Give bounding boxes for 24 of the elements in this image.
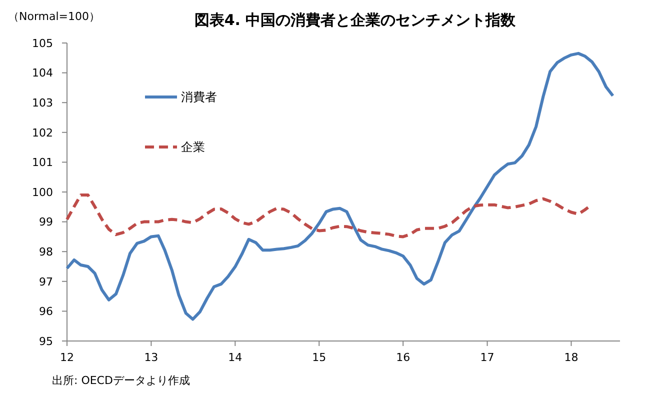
chart-title: 図表4. 中国の消費者と企業のセンチメント指数 bbox=[194, 11, 517, 29]
x-tick-label: 16 bbox=[396, 351, 410, 364]
x-tick-label: 18 bbox=[564, 351, 578, 364]
y-axis-title: （Normal=100） bbox=[8, 10, 100, 23]
text: 出所: OECDデータより作成 bbox=[52, 374, 190, 387]
x-tick-label: 15 bbox=[312, 351, 326, 364]
y-tick-label: 97 bbox=[39, 275, 53, 288]
x-tick-label: 17 bbox=[480, 351, 494, 364]
y-tick-label: 99 bbox=[39, 216, 53, 229]
y-tick-label: 100 bbox=[32, 186, 53, 199]
x-tick-label: 12 bbox=[60, 351, 74, 364]
legend-label: 消費者 bbox=[181, 90, 217, 104]
y-tick-label: 96 bbox=[39, 305, 53, 318]
legend-label: 企業 bbox=[181, 140, 205, 154]
y-tick-label: 95 bbox=[39, 334, 53, 348]
y-tick-label: 103 bbox=[32, 96, 53, 110]
y-tick-label: 102 bbox=[32, 126, 53, 140]
x-tick-label: 14 bbox=[228, 351, 242, 364]
y-tick-label: 101 bbox=[32, 156, 53, 170]
x-tick-label: 13 bbox=[144, 351, 158, 364]
y-tick-label: 105 bbox=[32, 36, 53, 50]
y-tick-label: 104 bbox=[32, 66, 53, 80]
line-series bbox=[66, 52, 614, 321]
y-tick-label: 98 bbox=[39, 245, 53, 258]
